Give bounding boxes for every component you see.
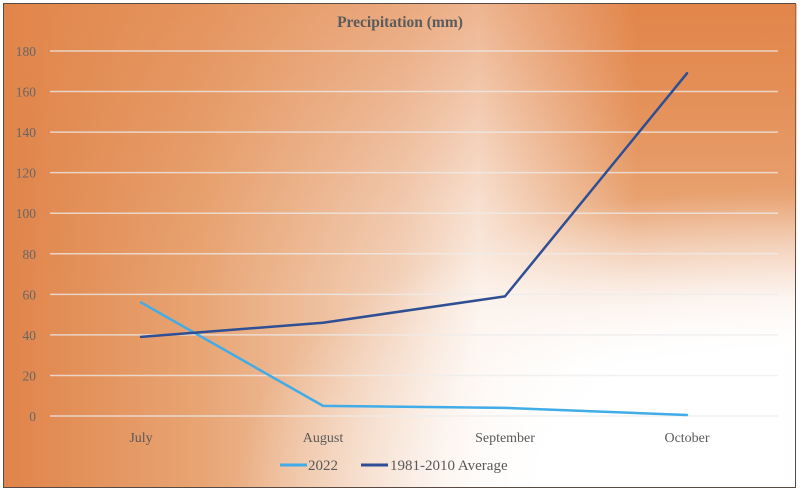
y-axis-ticks: 0 20 40 60 80 100 120 140 160 180 <box>16 44 37 424</box>
legend-label-average: 1981-2010 Average <box>390 458 508 474</box>
y-tick-label: 180 <box>16 44 37 59</box>
legend-label-2022: 2022 <box>308 458 338 474</box>
y-tick-label: 140 <box>16 125 37 140</box>
x-tick-label: October <box>664 431 709 446</box>
y-tick-label: 60 <box>23 287 37 302</box>
y-tick-label: 120 <box>16 166 37 181</box>
x-axis-ticks: July August September October <box>129 431 710 446</box>
y-tick-label: 0 <box>29 409 36 424</box>
series-line-2022 <box>139 301 689 417</box>
gridlines <box>50 50 778 417</box>
x-tick-label: September <box>475 431 535 446</box>
x-tick-label: July <box>129 431 152 446</box>
series-lines <box>139 72 689 417</box>
y-tick-label: 20 <box>23 368 37 383</box>
y-tick-label: 80 <box>23 247 37 262</box>
y-tick-label: 100 <box>16 206 37 221</box>
chart-title: Precipitation (mm) <box>337 14 463 31</box>
y-tick-label: 40 <box>23 328 37 343</box>
x-tick-label: August <box>303 431 344 446</box>
y-tick-label: 160 <box>16 85 37 100</box>
series-line-average <box>139 72 689 339</box>
legend: 2022 1981-2010 Average <box>280 458 508 474</box>
